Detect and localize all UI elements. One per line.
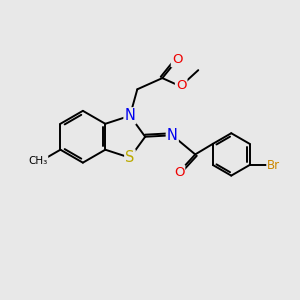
- Text: S: S: [125, 150, 135, 165]
- Text: O: O: [172, 53, 182, 66]
- Text: N: N: [167, 128, 178, 143]
- Text: N: N: [124, 108, 135, 123]
- Text: Br: Br: [267, 158, 280, 172]
- Text: O: O: [176, 79, 186, 92]
- Text: CH₃: CH₃: [28, 156, 47, 166]
- Text: O: O: [174, 166, 184, 178]
